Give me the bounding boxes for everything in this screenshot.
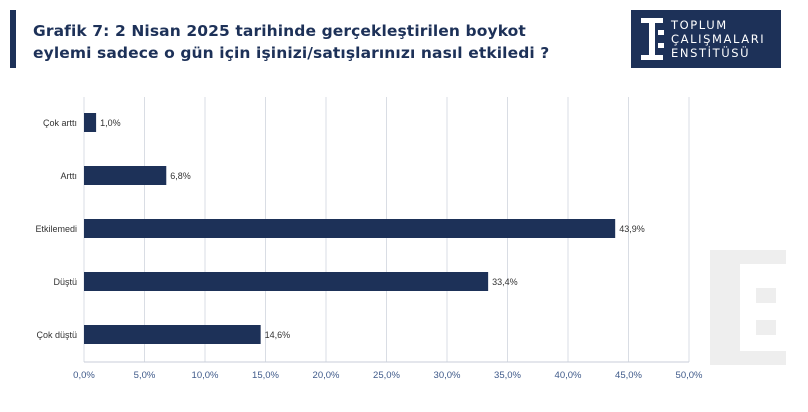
- bar: [84, 219, 616, 238]
- bar: [84, 325, 261, 344]
- logo-text-line-1: TOPLUM: [671, 18, 728, 32]
- x-tick-label: 0,0%: [73, 370, 95, 381]
- bar: [84, 272, 489, 291]
- category-label: Çok arttı: [43, 118, 77, 128]
- x-tick-label: 45,0%: [615, 370, 642, 381]
- category-label: Etkilemedi: [35, 224, 77, 234]
- chart-title-panel: Grafik 7: 2 Nisan 2025 tarihinde gerçekl…: [16, 10, 634, 68]
- chart-title-line-2: eylemi sadece o gün için işinizi/satışla…: [33, 44, 550, 62]
- institute-logo-wordmark: TOPLUM ÇALIŞMALARI ENSTİTÜSÜ: [671, 18, 765, 60]
- x-tick-label: 5,0%: [134, 370, 156, 381]
- logo-watermark-icon: [710, 250, 786, 365]
- x-tick-label: 35,0%: [494, 370, 521, 381]
- x-tick-label: 15,0%: [252, 370, 279, 381]
- bar: [84, 166, 167, 185]
- bar: [84, 113, 97, 132]
- chart-title-banner: Grafik 7: 2 Nisan 2025 tarihinde gerçekl…: [10, 10, 640, 68]
- x-tick-label: 40,0%: [555, 370, 582, 381]
- logo-text-line-2: ÇALIŞMALARI: [671, 32, 766, 46]
- data-label: 6,8%: [170, 171, 191, 181]
- data-label: 33,4%: [492, 277, 518, 287]
- institute-logo-icon: [641, 18, 664, 60]
- data-label: 43,9%: [619, 224, 645, 234]
- x-tick-label: 20,0%: [313, 370, 340, 381]
- chart-title-line-1: Grafik 7: 2 Nisan 2025 tarihinde gerçekl…: [33, 22, 526, 40]
- x-tick-label: 50,0%: [676, 370, 703, 381]
- category-label: Arttı: [60, 171, 77, 181]
- x-tick-label: 10,0%: [192, 370, 219, 381]
- x-tick-label: 30,0%: [434, 370, 461, 381]
- institute-logo: TOPLUM ÇALIŞMALARI ENSTİTÜSÜ: [631, 10, 781, 68]
- data-label: 1,0%: [100, 118, 121, 128]
- chart-title: Grafik 7: 2 Nisan 2025 tarihinde gerçekl…: [33, 20, 633, 64]
- category-label: Çok düştü: [36, 330, 77, 340]
- data-label: 14,6%: [265, 330, 291, 340]
- logo-text-line-3: ENSTİTÜSÜ: [671, 46, 751, 60]
- x-tick-label: 25,0%: [373, 370, 400, 381]
- category-label: Düştü: [53, 277, 77, 287]
